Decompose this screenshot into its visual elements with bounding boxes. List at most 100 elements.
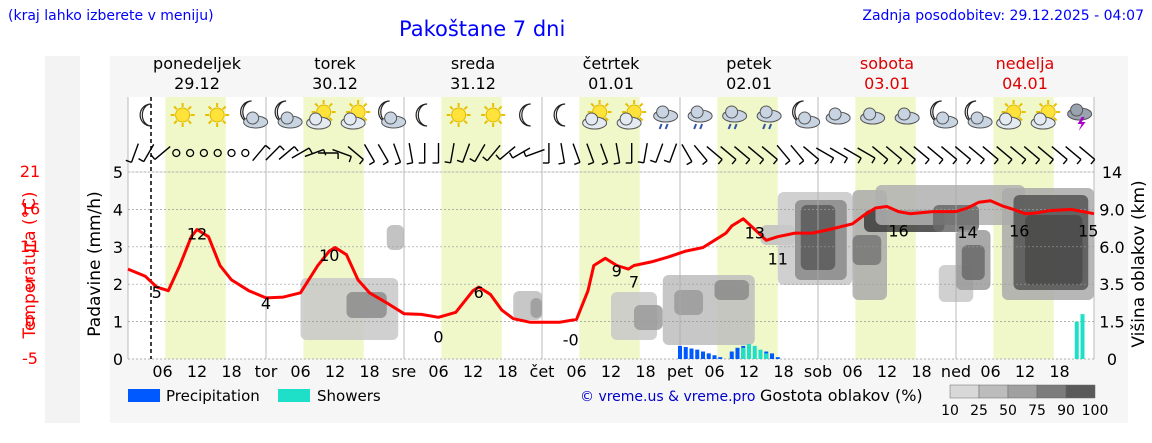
wind-feather [717, 158, 723, 165]
sun-ray [187, 119, 192, 125]
moon-cloud-icon [274, 100, 303, 129]
sun-icon [170, 103, 195, 127]
wind-shaft [885, 146, 903, 160]
time-tick: 06 [290, 362, 310, 381]
temperature-label: 12 [187, 225, 207, 244]
wind-shaft [899, 146, 916, 160]
location-hint[interactable]: (kraj lahko izberete v meniju) [8, 8, 214, 24]
sun-icon [205, 103, 230, 127]
rain-icon [722, 105, 748, 130]
wind-shaft [720, 146, 737, 160]
wind-barb [1037, 146, 1054, 165]
wind-barb [406, 143, 414, 165]
moon-cloud-icon [930, 100, 959, 129]
wind-barb [1051, 146, 1068, 165]
wind-feather [686, 161, 693, 166]
wind-barb [843, 147, 862, 164]
showers-bar [746, 344, 752, 359]
day-name: torek [314, 54, 356, 73]
day-date: 30.12 [312, 74, 358, 93]
wind-feather [444, 161, 451, 164]
wind-calm [185, 148, 195, 158]
wind-barb [1065, 146, 1082, 165]
sun-ray [498, 105, 503, 111]
wind-feather [938, 158, 944, 165]
wind-shaft [1037, 146, 1054, 160]
precipitation-bar [706, 353, 711, 359]
wind-shaft [600, 143, 609, 163]
moon-cloud-icon [964, 100, 993, 129]
wind-shaft [572, 143, 581, 163]
temperature-label: 0 [433, 327, 443, 346]
cloud-puff [1070, 103, 1084, 117]
temperature-label: 7 [629, 273, 639, 292]
sun-disc [209, 107, 225, 123]
cloud-puff [619, 112, 633, 126]
time-tick: 12 [739, 362, 759, 381]
sun-ray [604, 116, 609, 122]
temperature-tick: 5 [25, 274, 35, 293]
wind-shaft [474, 143, 486, 163]
cloud-puff [999, 112, 1013, 126]
cloud-density-blob [714, 280, 749, 300]
wind-feather [966, 158, 972, 165]
cloud-density-scale-label: 25 [970, 403, 988, 419]
wind-shaft [347, 146, 364, 160]
wind-shaft [815, 147, 834, 159]
precipitation-bar [712, 355, 717, 359]
wind-shaft [265, 145, 281, 161]
sun-ray [639, 102, 644, 108]
precipitation-bar [769, 353, 775, 359]
wind-shaft [615, 143, 621, 163]
wind-shaft [377, 143, 389, 163]
legend-precipitation-label: Precipitation [166, 387, 260, 405]
sun-ray [1053, 116, 1058, 122]
wind-feather [702, 160, 708, 166]
time-tick: 06 [842, 362, 862, 381]
wind-barb [857, 147, 876, 164]
temperature-label: 16 [1009, 222, 1029, 241]
wind-feather [574, 161, 581, 166]
wind-shaft [706, 146, 723, 160]
wind-barb [663, 143, 678, 164]
wind-barb [747, 146, 765, 165]
last-updated: Zadnja posodobitev: 29.12.2025 - 04:07 [862, 8, 1144, 24]
wind-feather [382, 161, 389, 166]
time-tick: 18 [635, 362, 655, 381]
wind-barb [885, 146, 903, 165]
cloud-puff [1033, 112, 1047, 126]
wind-shaft [761, 146, 778, 160]
sun-ray [222, 105, 227, 111]
precipitation-tick: 0 [113, 350, 123, 369]
wind-barb [522, 148, 545, 158]
time-tick: 18 [773, 362, 793, 381]
wind-shaft [790, 144, 805, 162]
cloud-puff [759, 105, 773, 119]
temperature-label: 14 [957, 223, 977, 242]
sun-ray [1004, 102, 1009, 108]
wind-feather [814, 158, 820, 165]
sun-ray [1018, 102, 1023, 108]
wind-shaft [363, 143, 376, 163]
cloud-density-blob [852, 235, 882, 265]
wind-feather [293, 146, 299, 152]
precipitation-tick: 3 [113, 238, 123, 257]
wind-barb [495, 146, 516, 160]
wind-barb [996, 146, 1013, 165]
credit-link[interactable]: © vreme.us & vreme.pro [580, 389, 755, 405]
moon-icon [553, 103, 566, 127]
cloud-rain-icon [653, 105, 679, 130]
wind-feather [125, 159, 132, 164]
cloud-density-scale-label: 50 [999, 403, 1017, 419]
precipitation-tick: 1 [113, 313, 123, 332]
precipitation-axis-label: Padavine (mm/h) [85, 191, 105, 336]
wind-barb [509, 147, 531, 159]
cloud-puff [798, 111, 812, 125]
cloud-density-scale-label: 100 [1082, 403, 1109, 419]
wind-feather [784, 160, 791, 166]
sun-ray [348, 102, 354, 108]
showers-bar [1080, 314, 1085, 359]
thunder-icon [1067, 103, 1093, 131]
precipitation-tick: 5 [113, 163, 123, 182]
cloud-puff [585, 112, 599, 126]
